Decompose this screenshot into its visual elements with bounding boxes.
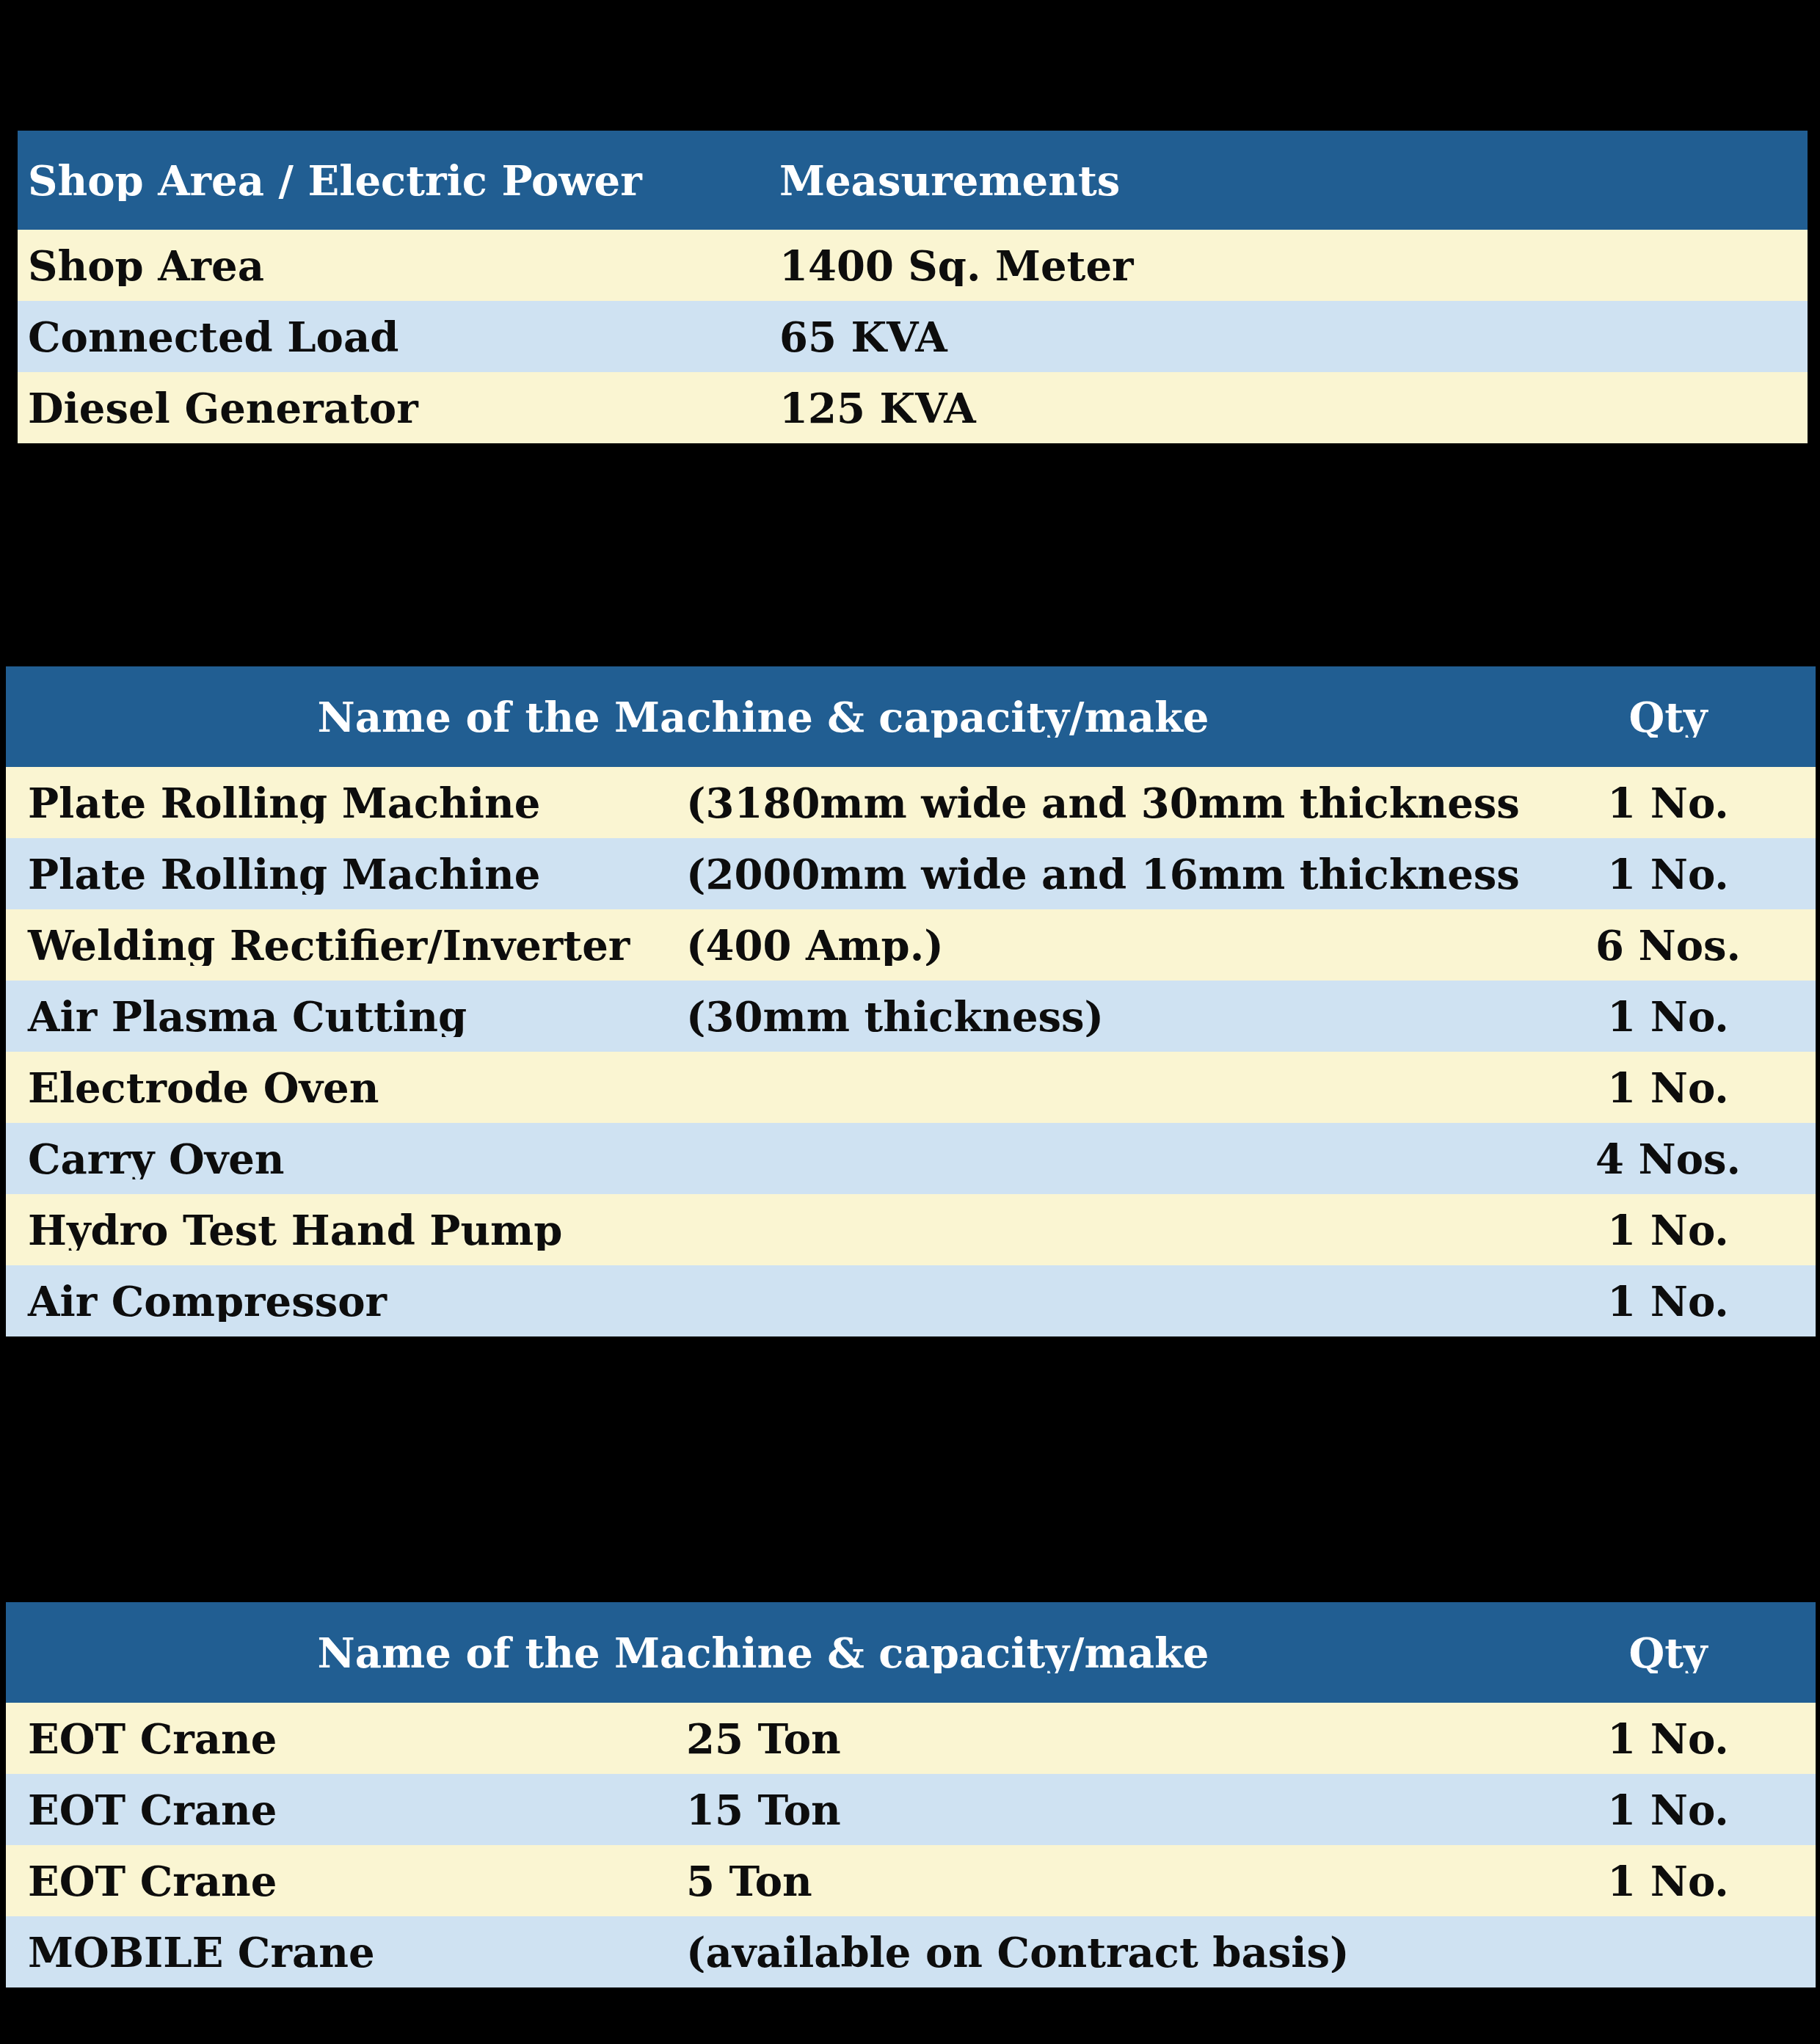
- table-row-plate-rolling-2: Plate Rolling Machine (2000mm wide and 1…: [6, 838, 1816, 909]
- table-row-connected-load: Connected Load 65 KVA: [18, 301, 1808, 372]
- table-row-eot-crane-25: EOT Crane 25 Ton 1 No.: [6, 1703, 1816, 1774]
- machine-name: Plate Rolling Machine: [6, 782, 686, 823]
- row-value: 1400 Sq. Meter: [779, 245, 1808, 286]
- machine-qty: 1 No.: [1521, 1067, 1816, 1108]
- machine-qty: 1 No.: [1521, 1210, 1816, 1251]
- machines-header-title: Name of the Machine & capacity/make: [6, 697, 1521, 738]
- machine-name: Electrode Oven: [6, 1067, 686, 1108]
- crane-name: MOBILE Crane: [6, 1932, 686, 1973]
- machine-qty: 1 No.: [1521, 854, 1816, 895]
- machine-name: Carry Oven: [6, 1138, 686, 1179]
- crane-capacity: 15 Ton: [686, 1789, 1521, 1830]
- machine-qty: 1 No.: [1521, 996, 1816, 1037]
- machine-capacity: (30mm thickness): [686, 996, 1521, 1037]
- cranes-table-header-row: Name of the Machine & capacity/make Qty: [6, 1602, 1816, 1703]
- table-row-eot-crane-15: EOT Crane 15 Ton 1 No.: [6, 1774, 1816, 1845]
- machine-name: Hydro Test Hand Pump: [6, 1210, 686, 1251]
- machines-header-qty: Qty: [1521, 697, 1816, 738]
- crane-capacity: (available on Contract basis): [686, 1932, 1521, 1973]
- machine-name: Air Plasma Cutting: [6, 996, 686, 1037]
- machine-capacity: (400 Amp.): [686, 925, 1521, 966]
- cranes-table: Name of the Machine & capacity/make Qty …: [6, 1602, 1816, 1987]
- table-row-air-compressor: Air Compressor 1 No.: [6, 1265, 1816, 1336]
- crane-qty: 1 No.: [1521, 1718, 1816, 1759]
- table-row-shop-area: Shop Area 1400 Sq. Meter: [18, 230, 1808, 301]
- table-row-diesel-generator: Diesel Generator 125 KVA: [18, 372, 1808, 443]
- shop-area-table-header-row: Shop Area / Electric Power Measurements: [18, 131, 1808, 230]
- row-label: Shop Area: [18, 245, 779, 286]
- machine-qty: 4 Nos.: [1521, 1138, 1816, 1179]
- machine-capacity: (2000mm wide and 16mm thickness): [686, 854, 1521, 895]
- crane-capacity: 25 Ton: [686, 1718, 1521, 1759]
- table-row-welding-rectifier: Welding Rectifier/Inverter (400 Amp.) 6 …: [6, 909, 1816, 981]
- crane-capacity: 5 Ton: [686, 1861, 1521, 1902]
- table-row-hydro-test-hand-pump: Hydro Test Hand Pump 1 No.: [6, 1194, 1816, 1265]
- row-value: 65 KVA: [779, 316, 1808, 357]
- machines-table: Name of the Machine & capacity/make Qty …: [6, 666, 1816, 1336]
- crane-qty: 1 No.: [1521, 1861, 1816, 1902]
- page-background: Shop Area / Electric Power Measurements …: [0, 0, 1820, 2044]
- row-value: 125 KVA: [779, 388, 1808, 429]
- crane-name: EOT Crane: [6, 1718, 686, 1759]
- shop-area-table: Shop Area / Electric Power Measurements …: [18, 131, 1808, 443]
- machine-name: Welding Rectifier/Inverter: [6, 925, 686, 966]
- crane-qty: 1 No.: [1521, 1789, 1816, 1830]
- table-row-carry-oven: Carry Oven 4 Nos.: [6, 1123, 1816, 1194]
- table-row-plate-rolling-1: Plate Rolling Machine (3180mm wide and 3…: [6, 767, 1816, 838]
- table-row-electrode-oven: Electrode Oven 1 No.: [6, 1052, 1816, 1123]
- machine-capacity: (3180mm wide and 30mm thickness): [686, 782, 1521, 823]
- machine-name: Air Compressor: [6, 1281, 686, 1322]
- machine-qty: 1 No.: [1521, 782, 1816, 823]
- measurements-header-label: Measurements: [779, 160, 1808, 201]
- row-label: Diesel Generator: [18, 388, 779, 429]
- machine-qty: 1 No.: [1521, 1281, 1816, 1322]
- table-row-air-plasma-cutting: Air Plasma Cutting (30mm thickness) 1 No…: [6, 981, 1816, 1052]
- table-row-mobile-crane: MOBILE Crane (available on Contract basi…: [6, 1916, 1816, 1987]
- cranes-header-qty: Qty: [1521, 1632, 1816, 1673]
- row-label: Connected Load: [18, 316, 779, 357]
- shop-area-header-label: Shop Area / Electric Power: [18, 160, 779, 201]
- crane-name: EOT Crane: [6, 1789, 686, 1830]
- crane-name: EOT Crane: [6, 1861, 686, 1902]
- machine-name: Plate Rolling Machine: [6, 854, 686, 895]
- table-row-eot-crane-5: EOT Crane 5 Ton 1 No.: [6, 1845, 1816, 1916]
- cranes-header-title: Name of the Machine & capacity/make: [6, 1632, 1521, 1673]
- machine-qty: 6 Nos.: [1521, 925, 1816, 966]
- machines-table-header-row: Name of the Machine & capacity/make Qty: [6, 666, 1816, 767]
